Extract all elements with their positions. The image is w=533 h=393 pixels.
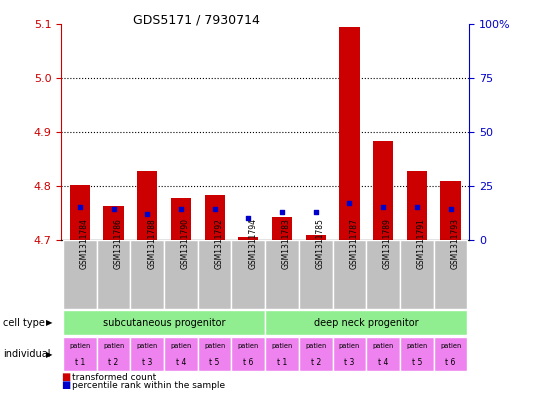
- Bar: [238, 237, 259, 240]
- Text: patien: patien: [440, 343, 461, 349]
- Text: t 1: t 1: [75, 358, 85, 367]
- Text: transformed count: transformed count: [72, 373, 156, 382]
- FancyBboxPatch shape: [265, 240, 299, 309]
- FancyBboxPatch shape: [299, 338, 333, 371]
- Text: patien: patien: [271, 343, 293, 349]
- Point: [379, 204, 387, 211]
- FancyBboxPatch shape: [400, 338, 434, 371]
- FancyBboxPatch shape: [63, 338, 96, 371]
- Text: t 2: t 2: [108, 358, 119, 367]
- Text: GSM1311786: GSM1311786: [114, 219, 123, 269]
- Text: t 4: t 4: [378, 358, 389, 367]
- FancyBboxPatch shape: [164, 338, 198, 371]
- Text: GSM1311792: GSM1311792: [215, 219, 224, 269]
- FancyBboxPatch shape: [198, 338, 231, 371]
- Text: t 1: t 1: [277, 358, 287, 367]
- Text: t 2: t 2: [311, 358, 321, 367]
- FancyBboxPatch shape: [434, 240, 467, 309]
- Text: individual: individual: [3, 349, 50, 359]
- FancyBboxPatch shape: [299, 240, 333, 309]
- Bar: [272, 217, 292, 240]
- Text: GSM1311784: GSM1311784: [80, 219, 89, 269]
- FancyBboxPatch shape: [366, 240, 400, 309]
- Text: patien: patien: [136, 343, 158, 349]
- Text: patien: patien: [373, 343, 394, 349]
- FancyBboxPatch shape: [131, 338, 164, 371]
- Text: patien: patien: [406, 343, 427, 349]
- Point: [211, 206, 219, 213]
- Text: ▶: ▶: [46, 318, 52, 327]
- Text: cell type: cell type: [3, 318, 45, 328]
- FancyBboxPatch shape: [131, 240, 164, 309]
- Bar: [137, 171, 157, 240]
- Point: [143, 211, 151, 217]
- FancyBboxPatch shape: [333, 240, 366, 309]
- Point: [413, 204, 421, 211]
- Point: [345, 200, 354, 206]
- Text: t 3: t 3: [344, 358, 354, 367]
- Text: GSM1311783: GSM1311783: [282, 219, 291, 269]
- Text: GSM1311793: GSM1311793: [450, 219, 459, 269]
- Point: [278, 209, 286, 215]
- Bar: [373, 141, 393, 240]
- Bar: [440, 182, 461, 240]
- Text: percentile rank within the sample: percentile rank within the sample: [72, 381, 225, 390]
- Text: patien: patien: [171, 343, 191, 349]
- Text: GSM1311787: GSM1311787: [350, 219, 358, 269]
- Text: t 5: t 5: [411, 358, 422, 367]
- Point: [76, 204, 84, 211]
- Text: patien: patien: [238, 343, 259, 349]
- Text: GSM1311788: GSM1311788: [147, 219, 156, 269]
- FancyBboxPatch shape: [63, 240, 96, 309]
- Text: GSM1311789: GSM1311789: [383, 219, 392, 269]
- Text: GSM1311791: GSM1311791: [417, 219, 426, 269]
- Bar: [70, 185, 90, 240]
- Text: patien: patien: [69, 343, 91, 349]
- Text: ■: ■: [61, 372, 70, 382]
- Point: [244, 215, 253, 221]
- FancyBboxPatch shape: [333, 338, 366, 371]
- FancyBboxPatch shape: [434, 338, 467, 371]
- Bar: [171, 198, 191, 240]
- Text: GSM1311790: GSM1311790: [181, 219, 190, 269]
- FancyBboxPatch shape: [164, 240, 198, 309]
- Bar: [103, 206, 124, 240]
- Point: [311, 209, 320, 215]
- Text: patien: patien: [204, 343, 225, 349]
- Text: patien: patien: [305, 343, 326, 349]
- FancyBboxPatch shape: [265, 310, 467, 336]
- Point: [176, 206, 185, 213]
- Text: GDS5171 / 7930714: GDS5171 / 7930714: [133, 14, 260, 27]
- Bar: [205, 195, 225, 240]
- FancyBboxPatch shape: [265, 338, 299, 371]
- Point: [446, 206, 455, 213]
- FancyBboxPatch shape: [231, 338, 265, 371]
- Text: ▶: ▶: [46, 350, 52, 358]
- FancyBboxPatch shape: [96, 240, 131, 309]
- Text: GSM1311785: GSM1311785: [316, 219, 325, 269]
- Bar: [407, 171, 427, 240]
- Text: patien: patien: [339, 343, 360, 349]
- Text: ■: ■: [61, 380, 70, 390]
- FancyBboxPatch shape: [63, 310, 265, 336]
- Text: t 5: t 5: [209, 358, 220, 367]
- Bar: [305, 235, 326, 240]
- Text: t 4: t 4: [176, 358, 186, 367]
- FancyBboxPatch shape: [231, 240, 265, 309]
- Text: subcutaneous progenitor: subcutaneous progenitor: [103, 318, 225, 328]
- FancyBboxPatch shape: [198, 240, 231, 309]
- FancyBboxPatch shape: [366, 338, 400, 371]
- FancyBboxPatch shape: [96, 338, 131, 371]
- Text: patien: patien: [103, 343, 124, 349]
- Text: deep neck progenitor: deep neck progenitor: [314, 318, 418, 328]
- Text: t 3: t 3: [142, 358, 152, 367]
- Text: t 6: t 6: [243, 358, 254, 367]
- Text: GSM1311794: GSM1311794: [248, 219, 257, 269]
- Bar: [340, 28, 360, 240]
- FancyBboxPatch shape: [400, 240, 434, 309]
- Point: [109, 206, 118, 213]
- Text: t 6: t 6: [445, 358, 456, 367]
